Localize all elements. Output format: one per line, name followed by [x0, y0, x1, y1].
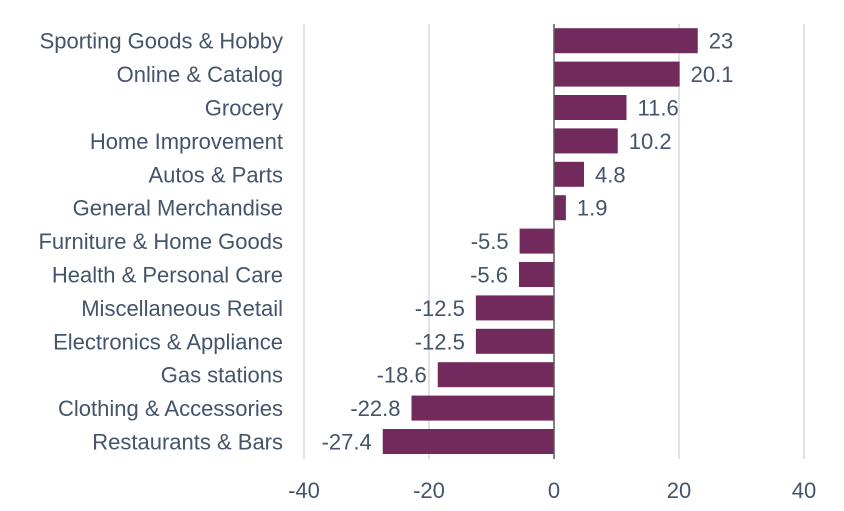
data-label: 11.6 — [638, 96, 679, 121]
category-labels: Sporting Goods & Hobby Online & Catalog Gr… — [38, 29, 283, 455]
category-label: Sporting Goods & Hobby — [40, 29, 283, 54]
data-label: -18.6 — [377, 363, 427, 388]
category-label: Restaurants & Bars — [92, 430, 283, 455]
bar — [554, 61, 680, 87]
x-tick-label: -20 — [413, 478, 445, 503]
data-label: 20.1 — [691, 62, 734, 87]
x-tick-label: 40 — [792, 478, 816, 503]
bar — [554, 28, 698, 54]
category-label: Clothing & Accessories — [58, 396, 283, 421]
data-label: -5.5 — [471, 229, 509, 254]
bar — [554, 195, 566, 221]
data-label: 23 — [709, 29, 733, 54]
category-label: Gas stations — [161, 363, 283, 388]
bar — [382, 429, 554, 454]
category-label: Grocery — [205, 96, 283, 121]
category-label: Home Improvement — [90, 129, 283, 154]
value-labels: 2320.111.610.24.81.9-5.5-5.6-12.5-12.5-1… — [322, 29, 734, 455]
bar — [554, 161, 584, 187]
data-label: 1.9 — [577, 196, 608, 221]
x-axis-tick-labels: -40 -20 0 20 40 — [288, 478, 816, 503]
data-label: -12.5 — [415, 296, 465, 321]
bar — [411, 395, 554, 421]
category-label: Miscellaneous Retail — [81, 296, 283, 321]
bar — [475, 328, 554, 354]
gridlines — [303, 24, 805, 459]
bar — [519, 262, 554, 287]
bar — [437, 362, 554, 388]
bar — [554, 128, 618, 154]
bar — [554, 95, 627, 120]
x-tick-label: -40 — [288, 478, 320, 503]
category-label: Electronics & Appliance — [53, 329, 283, 354]
category-label: General Merchandise — [73, 196, 283, 221]
category-label: Online & Catalog — [117, 62, 283, 87]
category-label: Autos & Parts — [148, 162, 283, 187]
category-label: Furniture & Home Goods — [38, 229, 283, 254]
data-label: -12.5 — [415, 329, 465, 354]
data-label: 4.8 — [595, 162, 626, 187]
x-tick-label: 20 — [667, 478, 691, 503]
data-label: -22.8 — [350, 396, 400, 421]
bars — [382, 28, 698, 454]
data-label: -27.4 — [322, 430, 372, 455]
category-label: Health & Personal Care — [52, 263, 283, 288]
data-label: -5.6 — [470, 263, 508, 288]
data-label: 10.2 — [629, 129, 672, 154]
x-tick-label: 0 — [548, 478, 560, 503]
bar — [475, 295, 554, 321]
bar — [519, 228, 554, 254]
